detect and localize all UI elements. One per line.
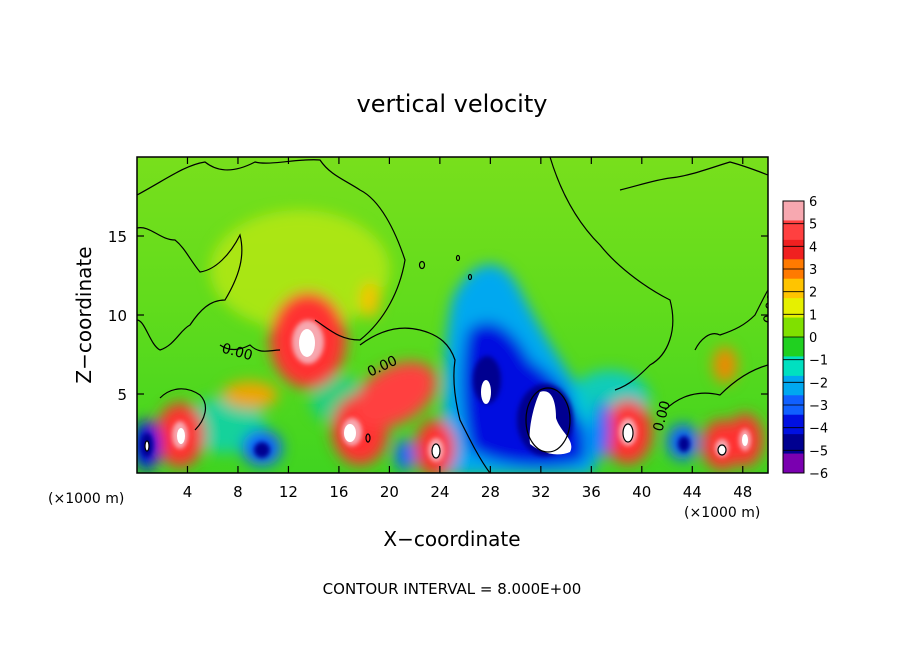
colorbar-tick-label: 4 (809, 240, 817, 255)
colorbar-swatch (783, 220, 804, 241)
x-tick-label: 4 (183, 483, 193, 501)
colorbar-swatch (783, 278, 804, 299)
blob-orange-18 (360, 282, 380, 318)
white-core-48 (742, 434, 748, 446)
colorbar-tick-label: 0 (809, 331, 817, 346)
x-tick-label: 40 (632, 483, 651, 501)
blob-orange-46 (713, 347, 737, 383)
colorbar-tick-label: −2 (809, 376, 828, 391)
white-core-18 (344, 424, 356, 442)
contour-core-18 (365, 433, 371, 443)
contour-blue (359, 327, 491, 473)
zero-contours (137, 157, 768, 473)
x-tick-label: 20 (380, 483, 399, 501)
contour-label-4: 0.00 (220, 341, 254, 365)
contour-core-24 (431, 443, 441, 459)
contour-core-1 (144, 440, 150, 452)
contour-upper (137, 227, 243, 351)
colorbar-swatch (783, 434, 804, 455)
y-tick-label: 10 (108, 307, 127, 325)
x-unit-right: (×1000 m) (684, 505, 760, 521)
contour-dot-c (418, 260, 426, 270)
field-saturated (145, 329, 748, 458)
x-tick-label: 24 (430, 483, 449, 501)
x-axis-label: X−coordinate (383, 527, 520, 551)
x-tick-label: 16 (329, 483, 348, 501)
x-tick-label: 36 (582, 483, 601, 501)
contour-mid (219, 344, 281, 352)
colorbar-tick-label: −3 (809, 399, 828, 414)
colorbar-swatch (783, 453, 804, 474)
blob-updraft-20 (353, 361, 437, 429)
colorbar-swatch (783, 414, 804, 435)
x-axis: 4 8 12 16 20 24 28 32 36 40 44 48 (183, 157, 752, 501)
colorbar-tick-label: 1 (809, 308, 817, 323)
blob-weak-updraft-upper (210, 210, 390, 330)
colorbar-swatch (783, 239, 804, 260)
contour-right (549, 157, 674, 391)
colorbar-tick-label: −5 (809, 444, 828, 459)
footnote: CONTOUR INTERVAL = 8.000E+00 (323, 580, 582, 598)
white-core-39 (623, 424, 633, 442)
x-unit-left: (×1000 m) (48, 491, 124, 507)
white-core-24 (432, 444, 440, 458)
colorbar-tick-label: 6 (809, 195, 817, 210)
white-core-2 (177, 428, 185, 444)
colorbar: 6 5 4 3 2 1 0 −1 −2 −3 −4 −5 −6 (782, 195, 828, 482)
white-core-32 (529, 391, 572, 455)
contour-label-2: 0.00 (650, 399, 674, 433)
colorbar-swatch (783, 356, 804, 377)
colorbar-swatch (783, 337, 804, 357)
x-tick-label: 48 (733, 483, 752, 501)
core-down-43 (678, 436, 690, 452)
x-tick-label: 28 (481, 483, 500, 501)
contour-dot-a (455, 254, 461, 262)
chart-title: vertical velocity (357, 90, 548, 118)
colorbar-tick-label: 2 (809, 286, 817, 301)
white-core-46 (718, 445, 726, 455)
contour-topright (619, 161, 768, 191)
core-down-10 (254, 442, 270, 458)
contour-core-39 (622, 423, 634, 443)
colorbar-tick-label: 5 (809, 218, 817, 233)
y-axis: 5 10 15 (108, 228, 768, 404)
contour-top (137, 159, 406, 341)
colorbar-swatch (783, 317, 804, 338)
colorbar-tick-label: −6 (809, 467, 828, 482)
colorbar-swatch (783, 375, 804, 396)
blob-orange-left (222, 381, 278, 409)
white-core-28 (481, 380, 491, 404)
white-core-1 (145, 441, 149, 451)
y-tick-label: 15 (108, 228, 127, 246)
x-tick-label: 32 (531, 483, 550, 501)
contour-label-3: 0.00 (761, 292, 782, 325)
blob-down-21 (395, 439, 415, 471)
contour-core-46 (717, 444, 727, 456)
contour-lower-right (664, 364, 768, 411)
colorbar-swatch (783, 201, 804, 221)
y-axis-label: Z−coordinate (72, 246, 96, 383)
contour-dot-b (467, 273, 473, 281)
blob-down-36 (594, 400, 610, 460)
colorbar-swatch (783, 298, 804, 319)
contour-lower-left (159, 388, 207, 431)
x-tick-label: 8 (233, 483, 243, 501)
colorbar-tick-label: −4 (809, 422, 828, 437)
colorbar-tick-label: −1 (809, 354, 828, 369)
x-tick-label: 44 (683, 483, 702, 501)
core-down-28 (473, 356, 501, 404)
colorbar-tick-label: 3 (809, 263, 817, 278)
contour-core-32 (525, 387, 571, 453)
contour-far-right (694, 289, 768, 351)
white-core-13 (299, 329, 315, 357)
y-tick-label: 5 (117, 386, 127, 404)
x-tick-label: 12 (279, 483, 298, 501)
plot-area: 0.00 0.00 0.00 0.00 (137, 157, 782, 473)
